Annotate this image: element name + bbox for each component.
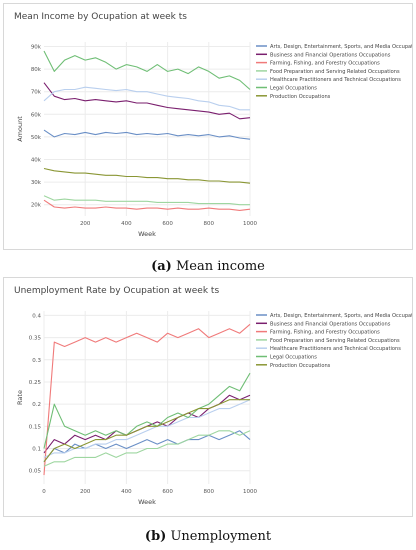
- y-tick-label: 70k: [31, 90, 42, 96]
- y-tick-label: 0.15: [29, 424, 42, 430]
- y-tick-label: 40k: [31, 158, 42, 164]
- series-line: [43, 195, 250, 206]
- legend-entry: Production Occupations: [270, 363, 331, 369]
- series-line: [43, 129, 251, 140]
- x-tick-label: 200: [80, 489, 91, 495]
- x-tick-label: 600: [162, 221, 173, 227]
- legend-entry: Food Preparation and Serving Related Occ…: [270, 69, 400, 75]
- series-line: [43, 50, 251, 90]
- legend-entry: Farming, Fishing, and Forestry Occupatio…: [270, 330, 380, 336]
- y-tick-label: 0.2: [32, 402, 41, 408]
- caption-b: (b) Unemployment: [0, 529, 416, 544]
- y-tick-label: 0.4: [32, 313, 41, 319]
- chart-title: Unemployment Rate by Ocupation at week t…: [14, 286, 220, 296]
- x-tick-label: 800: [204, 489, 215, 495]
- x-tick-label: 1000: [243, 489, 257, 495]
- legend-entry: Arts, Design, Entertainment, Sports, and…: [270, 44, 412, 50]
- chart-title: Mean Income by Ocupation at week ts: [14, 12, 187, 22]
- legend-entry: Legal Occupations: [270, 355, 317, 361]
- legend-entry: Farming, Fishing, and Forestry Occupatio…: [270, 61, 380, 67]
- x-tick-label: 600: [162, 489, 173, 495]
- y-axis-label: Amount: [16, 116, 24, 142]
- legend-entry: Business and Financial Operations Occupa…: [270, 52, 391, 58]
- x-tick-label: 400: [121, 489, 132, 495]
- legend-entry: Arts, Design, Entertainment, Sports, and…: [270, 313, 412, 319]
- legend-entry: Legal Occupations: [270, 86, 317, 92]
- series-line: [43, 167, 251, 184]
- caption-text: Unemployment: [166, 529, 272, 544]
- y-tick-label: 0.1: [32, 447, 41, 453]
- y-tick-label: 50k: [31, 135, 42, 141]
- y-tick-label: 0.25: [29, 380, 42, 386]
- series-line: [43, 399, 251, 458]
- series-line: [43, 323, 251, 476]
- legend-entry: Business and Financial Operations Occupa…: [270, 321, 391, 327]
- unemployment-chart: 0.05 0.1 0.15 0.2 0.25 0.3 0.35 0.4 0 200 400 600 80…: [16, 311, 416, 506]
- caption-text: Mean income: [171, 259, 265, 274]
- series-line: [43, 86, 250, 111]
- series-line: [43, 199, 251, 211]
- caption-a: (a) Mean income: [0, 259, 416, 274]
- y-tick-label: 30k: [31, 180, 42, 186]
- income-chart: 20k 30k 40k 50k 60k 70k 80k 90k 200 400 600 800 1000…: [16, 42, 416, 238]
- x-axis-label: Week: [138, 230, 156, 238]
- y-tick-label: 90k: [31, 45, 42, 51]
- series-line: [43, 372, 251, 449]
- y-axis-label: Rate: [16, 390, 24, 405]
- series-line: [43, 430, 251, 463]
- legend-entry: Healthcare Practitioners and Technical O…: [270, 77, 401, 83]
- series-line: [43, 399, 250, 463]
- caption-label: (b): [144, 529, 167, 544]
- x-tick-label: 800: [204, 221, 215, 227]
- y-tick-label: 0.3: [32, 358, 41, 364]
- income-chart-panel: Mean Income by Ocupation at week ts 20k 3…: [3, 3, 416, 250]
- y-tick-label: 80k: [31, 67, 42, 73]
- x-tick-label: 200: [80, 221, 91, 227]
- x-tick-label: 1000: [243, 221, 257, 227]
- y-tick-label: 0.05: [29, 469, 42, 475]
- legend-entry: Production Occupations: [270, 94, 331, 100]
- legend-entry: Healthcare Practitioners and Technical O…: [270, 346, 401, 352]
- y-tick-label: 20k: [31, 203, 42, 209]
- y-tick-label: 60k: [31, 112, 42, 118]
- series-line: [43, 82, 251, 120]
- series-line: [43, 430, 251, 467]
- legend-entry: Food Preparation and Serving Related Occ…: [270, 338, 400, 344]
- y-tick-label: 0.35: [29, 336, 42, 342]
- x-tick-label: 400: [121, 221, 132, 227]
- caption-label: (a): [151, 259, 172, 274]
- x-tick-label: 0: [42, 489, 46, 495]
- unemployment-chart-panel: Unemployment Rate by Ocupation at week t…: [3, 277, 416, 517]
- x-axis-label: Week: [138, 498, 156, 506]
